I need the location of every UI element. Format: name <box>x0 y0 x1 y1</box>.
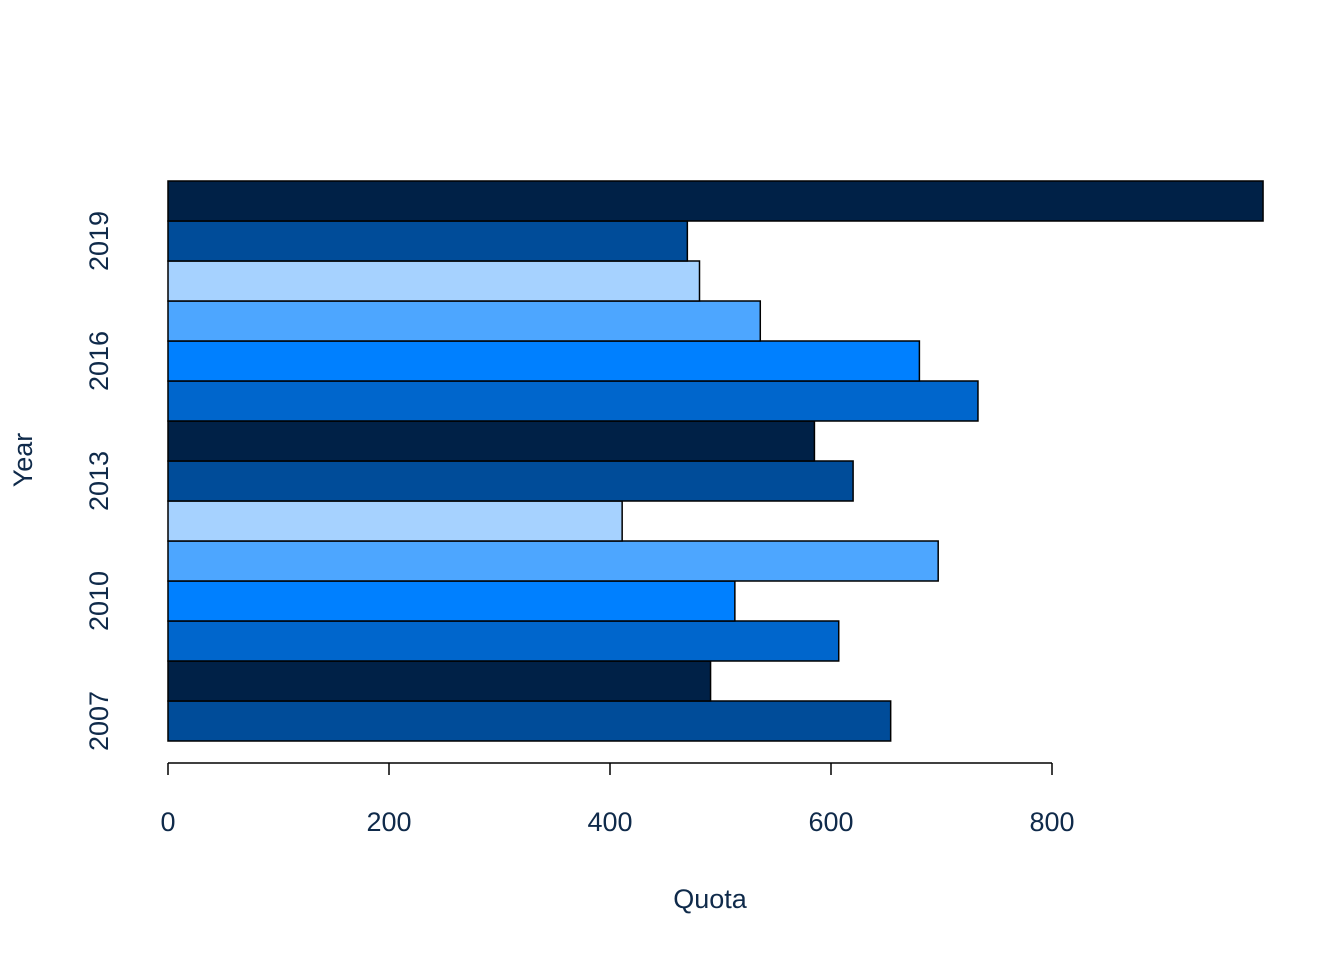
bar <box>167 380 979 422</box>
y-tick-label: 2013 <box>84 451 114 511</box>
x-tick-label: 0 <box>160 807 175 837</box>
x-tick-label: 400 <box>587 807 632 837</box>
bar <box>167 500 623 542</box>
x-tick-label: 800 <box>1029 807 1074 837</box>
y-tick-label: 2019 <box>84 211 114 271</box>
y-tick-label: 2007 <box>84 691 114 751</box>
bar <box>167 660 712 702</box>
bar <box>167 300 762 342</box>
y-tick-label: 2016 <box>84 331 114 391</box>
bar <box>167 340 921 382</box>
bar <box>167 420 816 462</box>
bar <box>167 220 689 262</box>
bar <box>167 620 840 662</box>
x-axis-label: Quota <box>673 884 748 914</box>
x-tick-label: 200 <box>366 807 411 837</box>
bar <box>167 460 854 502</box>
y-tick-label: 2010 <box>84 571 114 631</box>
bar <box>167 700 892 742</box>
bar <box>167 580 736 622</box>
bar <box>167 540 939 582</box>
x-tick-label: 600 <box>808 807 853 837</box>
bar <box>167 180 1264 222</box>
bar <box>167 260 701 302</box>
y-axis-label: Year <box>8 433 38 488</box>
